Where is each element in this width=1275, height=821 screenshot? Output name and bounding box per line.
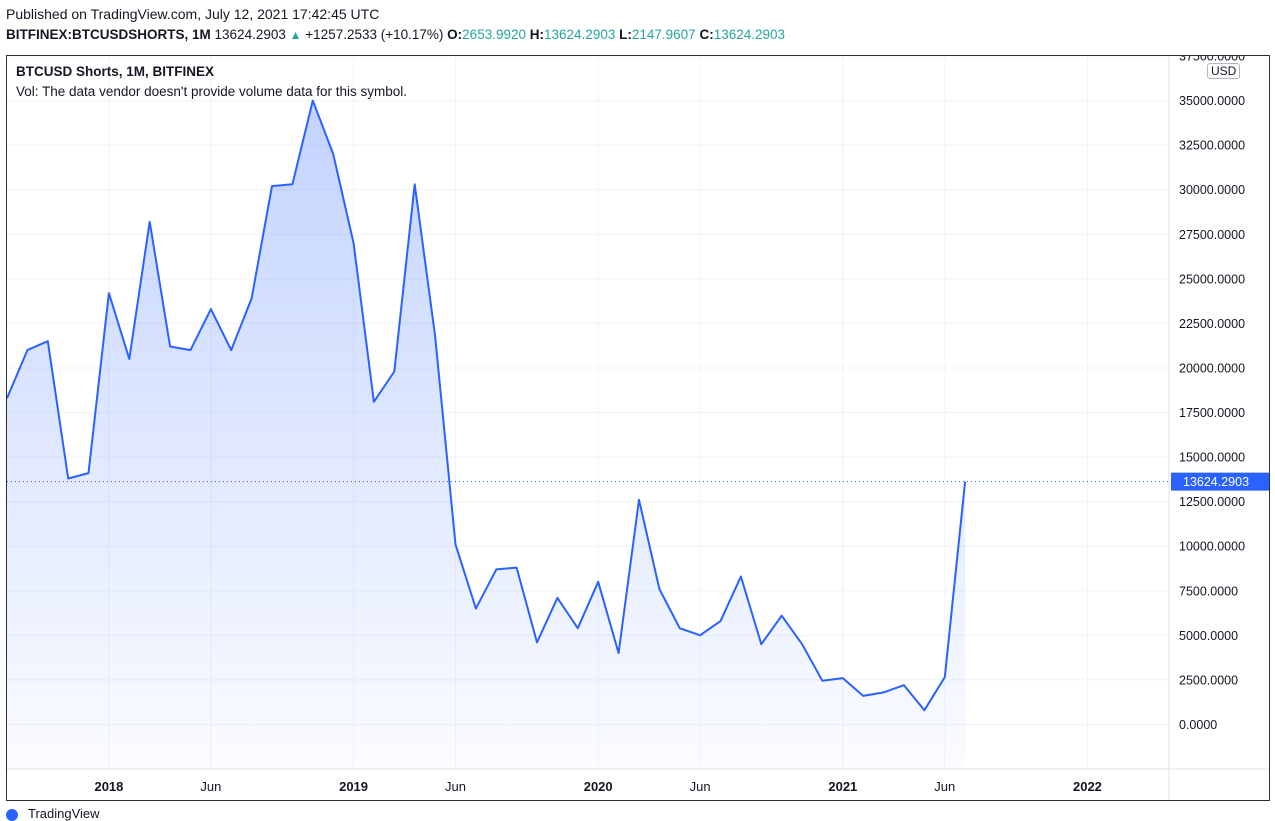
- price-line: [7, 99, 967, 712]
- y-tick-label: 10000.0000: [1179, 540, 1245, 554]
- y-tick-label: 5000.0000: [1179, 629, 1238, 643]
- y-tick-label: 37500.0000: [1179, 56, 1245, 64]
- price-change: +1257.2533 (+10.17%): [305, 27, 444, 42]
- x-tick-label: 2019: [339, 779, 368, 794]
- published-note: Published on TradingView.com, July 12, 2…: [6, 6, 380, 22]
- y-tick-label: 7500.0000: [1179, 584, 1238, 598]
- y-tick-label: 0.0000: [1179, 718, 1217, 732]
- time-axis: 2018 Jun 2019 Jun 2020 Jun 2021 Jun 2022: [94, 779, 1101, 794]
- chart-legend-title[interactable]: BTCUSD Shorts, 1M, BITFINEX: [16, 64, 215, 79]
- y-tick-label: 25000.0000: [1179, 272, 1245, 286]
- last-price-tag: 13624.2903: [1171, 472, 1269, 491]
- y-tick-label: 20000.0000: [1179, 361, 1245, 375]
- x-tick-label: Jun: [200, 779, 221, 794]
- high-value: 13624.2903: [544, 27, 616, 42]
- close-label: C:: [699, 27, 714, 42]
- tradingview-logo-icon: [6, 808, 18, 821]
- high-label: H:: [529, 27, 545, 42]
- x-tick-label: Jun: [445, 779, 466, 794]
- area-fill: [7, 100, 966, 770]
- y-tick-label: 17500.0000: [1179, 406, 1245, 420]
- y-tick-label: 12500.0000: [1179, 495, 1245, 509]
- price-axis: 0.0000 2500.0000 5000.0000 7500.0000 10000.0…: [1179, 56, 1245, 732]
- symbol-name[interactable]: BITFINEX:BTCUSDSHORTS, 1M: [6, 27, 211, 42]
- open-label: O:: [447, 27, 463, 42]
- x-tick-label: 2022: [1073, 779, 1102, 794]
- last-price: 13624.2903: [214, 27, 286, 42]
- ohlc-header: BITFINEX:BTCUSDSHORTS, 1M 13624.2903 ▲ +…: [6, 27, 785, 42]
- x-tick-label: 2021: [828, 779, 857, 794]
- brand-name: TradingView: [28, 806, 100, 821]
- chart-frame[interactable]: 0.0000 2500.0000 5000.0000 7500.0000 10000.0…: [6, 55, 1270, 801]
- x-tick-label: 2020: [584, 779, 613, 794]
- last-price-bg: [1171, 472, 1269, 491]
- volume-note: Vol: The data vendor doesn't provide vol…: [16, 84, 408, 99]
- y-tick-label: 35000.0000: [1179, 94, 1245, 108]
- x-tick-label: Jun: [934, 779, 955, 794]
- chart-svg[interactable]: 0.0000 2500.0000 5000.0000 7500.0000 10000.0…: [7, 56, 1269, 800]
- currency-badge[interactable]: USD: [1207, 63, 1241, 79]
- y-tick-label: 32500.0000: [1179, 139, 1245, 153]
- open-value: 2653.9920: [462, 27, 526, 42]
- y-tick-label: 2500.0000: [1179, 673, 1238, 687]
- y-tick-label: 27500.0000: [1179, 228, 1245, 242]
- y-tick-label: 15000.0000: [1179, 451, 1245, 465]
- up-arrow-icon: ▲: [289, 28, 302, 42]
- low-value: 2147.9607: [631, 27, 696, 42]
- y-tick-label: 30000.0000: [1179, 183, 1245, 197]
- close-value: 13624.2903: [713, 27, 786, 42]
- x-tick-label: 2018: [94, 779, 123, 794]
- last-price-label: 13624.2903: [1183, 475, 1249, 489]
- x-tick-label: Jun: [690, 779, 711, 794]
- low-label: L:: [619, 27, 632, 42]
- footer-brand: TradingView: [6, 806, 100, 821]
- y-tick-label: 22500.0000: [1179, 317, 1245, 331]
